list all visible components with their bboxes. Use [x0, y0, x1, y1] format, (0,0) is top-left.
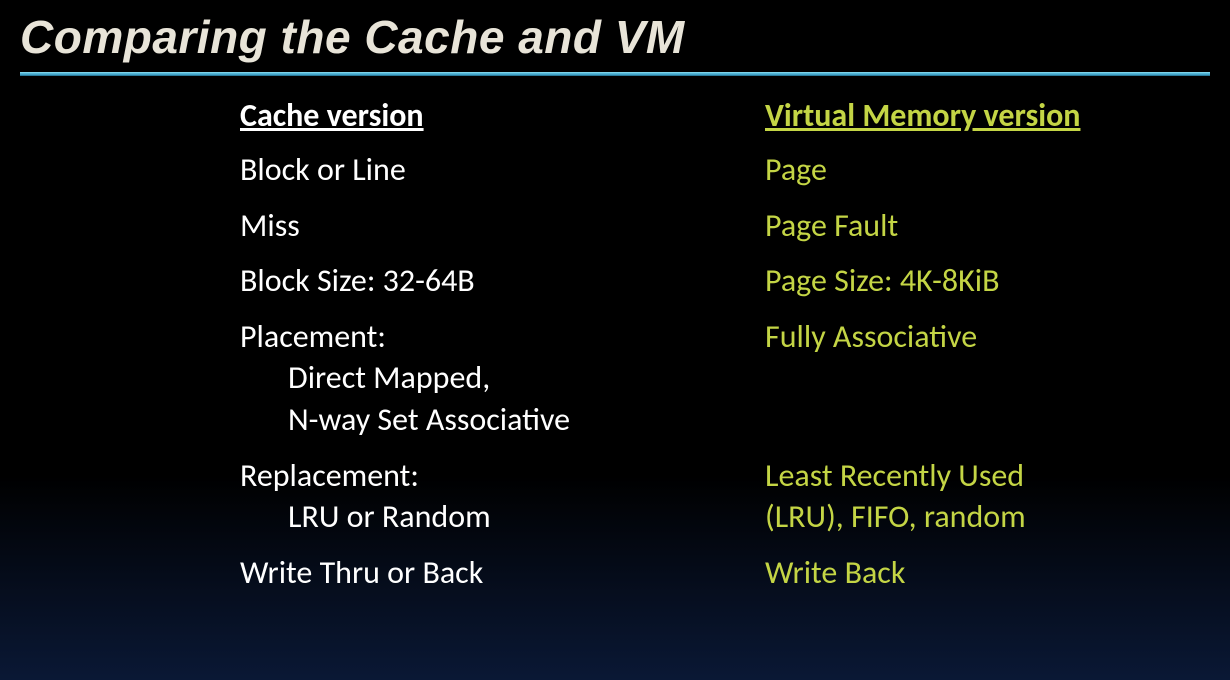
cache-placement-sub2: N-way Set Associative [240, 399, 765, 441]
cache-row-blocksize: Block Size: 32-64B [240, 260, 765, 302]
cache-row-replacement: Replacement: LRU or Random [240, 455, 765, 538]
vm-placement-label: Fully Associative [765, 317, 977, 356]
vm-replacement-label: Least Recently Used [765, 456, 1024, 495]
vm-placement-spacer1 [765, 357, 1230, 399]
cache-column-header: Cache version [240, 96, 765, 135]
cache-row-write: Write Thru or Back [240, 552, 765, 594]
cache-placement-sub1: Direct Mapped, [240, 357, 765, 399]
comparison-table: Cache version Block or Line Miss Block S… [0, 76, 1230, 607]
vm-column-header: Virtual Memory version [765, 96, 1230, 135]
cache-row-placement: Placement: Direct Mapped, N-way Set Asso… [240, 316, 765, 441]
cache-column: Cache version Block or Line Miss Block S… [240, 96, 765, 607]
cache-row-unit: Block or Line [240, 149, 765, 191]
cache-replacement-sub1: LRU or Random [240, 496, 765, 538]
cache-row-miss: Miss [240, 205, 765, 247]
vm-row-write: Write Back [765, 552, 1230, 594]
vm-row-placement: Fully Associative [765, 316, 1230, 441]
vm-row-miss: Page Fault [765, 205, 1230, 247]
cache-replacement-label: Replacement: [240, 456, 419, 495]
vm-placement-spacer2 [765, 399, 1230, 441]
slide-title: Comparing the Cache and VM [0, 0, 1230, 64]
vm-row-replacement: Least Recently Used (LRU), FIFO, random [765, 455, 1230, 538]
vm-column: Virtual Memory version Page Page Fault P… [765, 96, 1230, 607]
vm-replacement-sub1: (LRU), FIFO, random [765, 496, 1230, 538]
cache-placement-label: Placement: [240, 317, 386, 356]
vm-row-pagesize: Page Size: 4K-8KiB [765, 260, 1230, 302]
vm-row-unit: Page [765, 149, 1230, 191]
